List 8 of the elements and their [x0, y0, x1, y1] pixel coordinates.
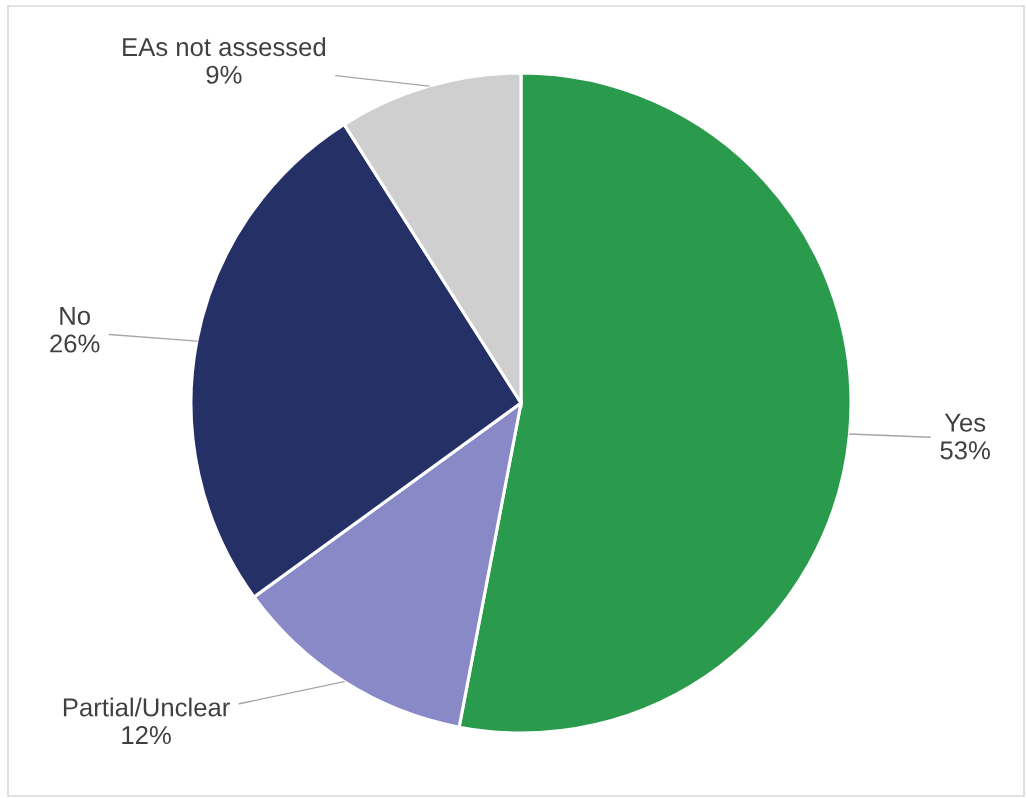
data-label: 26% [50, 334, 100, 353]
data-label: 9% [206, 65, 242, 84]
data-label: 53% [940, 441, 990, 460]
slice-label: Partial/Unclear [63, 697, 230, 717]
slice-label: EAs not assessed [123, 37, 326, 57]
data-label: 12% [122, 725, 171, 745]
slice-label: Yes [944, 413, 986, 432]
slice-label: No [60, 307, 90, 325]
